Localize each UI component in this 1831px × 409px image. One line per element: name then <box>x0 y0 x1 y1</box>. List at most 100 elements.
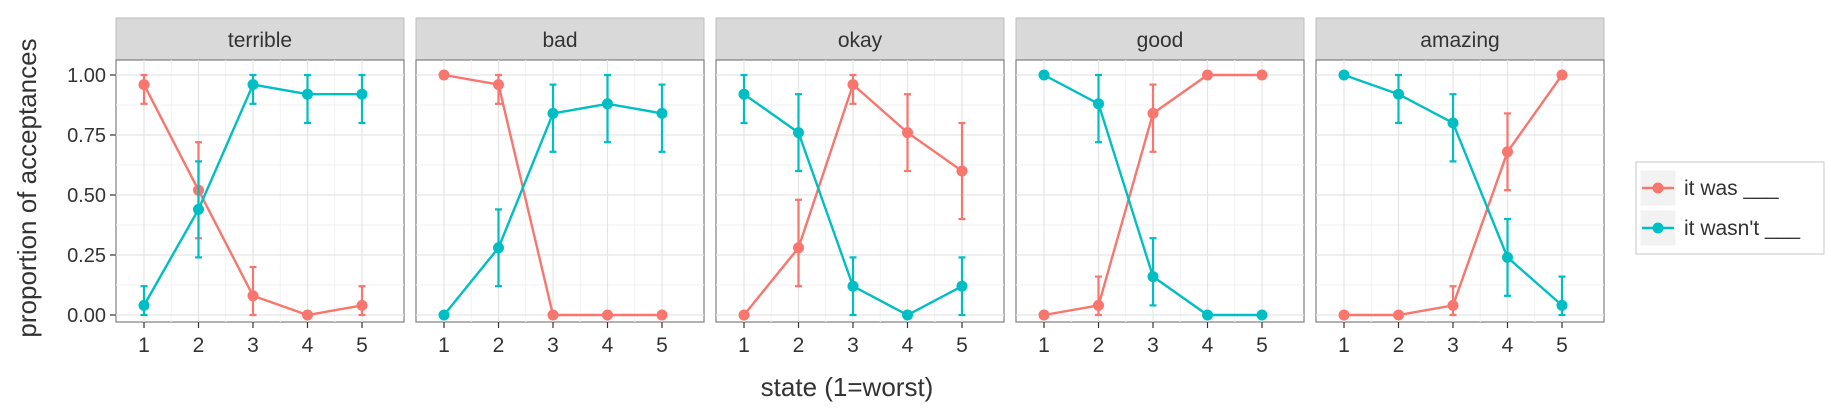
x-tick-label: 4 <box>302 334 314 357</box>
x-tick-label: 3 <box>847 334 859 357</box>
y-tick-label: 0.50 <box>67 185 106 207</box>
x-tick-label: 2 <box>1393 334 1405 357</box>
data-point <box>302 88 313 100</box>
data-point <box>1556 69 1568 81</box>
x-tick-label: 3 <box>1447 334 1459 357</box>
data-point <box>656 309 668 321</box>
data-point <box>1556 299 1568 311</box>
data-point <box>956 165 968 177</box>
data-point <box>793 127 804 139</box>
series-it-wasnt <box>1038 69 1268 321</box>
data-point <box>1038 69 1050 81</box>
data-point <box>1147 107 1159 119</box>
facet-strip-label: bad <box>542 29 577 52</box>
facet-strip <box>115 17 405 61</box>
data-point <box>356 88 368 100</box>
data-point <box>1093 98 1104 110</box>
series-it-was <box>1338 69 1568 321</box>
data-point <box>1093 299 1104 311</box>
x-tick-label: 5 <box>356 334 368 357</box>
data-point <box>356 299 368 311</box>
data-point <box>1447 117 1459 129</box>
panel-background <box>715 59 1005 323</box>
facet-panel-terrible: terrible 1 2 3 4 5 <box>115 17 405 357</box>
data-point <box>247 290 259 302</box>
facet-panel-amazing: amazing 1 2 3 4 5 <box>1315 17 1605 357</box>
x-tick-label: 4 <box>1202 334 1214 357</box>
facet-panel-okay: okay 1 2 3 4 5 <box>715 17 1005 357</box>
x-tick-label: 5 <box>656 334 668 357</box>
x-tick-label: 1 <box>1338 334 1350 357</box>
x-tick-label: 5 <box>956 334 968 357</box>
x-tick-label: 2 <box>493 334 505 357</box>
data-point <box>438 69 450 81</box>
y-tick-label: 1.00 <box>67 65 106 87</box>
data-point <box>547 107 559 119</box>
facet-strip-label: good <box>1137 29 1184 52</box>
x-tick-label: 3 <box>547 334 559 357</box>
legend-label: it wasn't ___ <box>1684 217 1800 240</box>
data-point <box>247 79 259 91</box>
panel-background <box>115 59 405 323</box>
data-point <box>656 107 668 119</box>
facet-panel-bad: bad 1 2 3 4 5 <box>415 17 705 357</box>
facet-strip-label: terrible <box>228 29 292 52</box>
data-point <box>602 98 613 110</box>
data-point <box>793 242 804 254</box>
data-point <box>902 127 913 139</box>
data-point <box>1393 88 1404 100</box>
x-tick-label: 5 <box>1256 334 1268 357</box>
data-point <box>138 299 150 311</box>
x-tick-label: 2 <box>1093 334 1105 357</box>
data-point <box>1147 271 1159 283</box>
data-point <box>193 203 204 215</box>
data-point <box>302 309 313 321</box>
x-tick-label: 3 <box>247 334 259 357</box>
facet-strip <box>715 17 1005 61</box>
data-point <box>1338 309 1350 321</box>
y-tick-label: 0.00 <box>67 305 106 327</box>
x-tick-label: 1 <box>438 334 450 357</box>
y-tick-label: 0.75 <box>67 125 106 147</box>
data-point <box>1038 309 1050 321</box>
y-tick-label: 0.25 <box>67 245 106 267</box>
panel-background <box>1315 59 1605 323</box>
data-point <box>1202 309 1213 321</box>
facet-panel-good: good 1 2 3 4 5 <box>1015 17 1305 357</box>
data-point <box>847 280 859 292</box>
facet-strip <box>1315 17 1605 61</box>
data-point <box>1202 69 1213 81</box>
data-point <box>1502 251 1513 263</box>
data-point <box>602 309 613 321</box>
data-point <box>956 280 968 292</box>
series-it-was <box>438 69 668 321</box>
facet-strip <box>415 17 705 61</box>
legend-item: it was ___ <box>1639 169 1779 207</box>
series-it-wasnt <box>138 73 368 317</box>
series-it-was <box>738 73 968 321</box>
x-tick-label: 2 <box>793 334 805 357</box>
series-it-wasnt <box>438 73 668 321</box>
legend-item: it wasn't ___ <box>1639 209 1800 247</box>
data-point <box>138 79 150 91</box>
x-tick-label: 3 <box>1147 334 1159 357</box>
x-tick-label: 4 <box>1502 334 1514 357</box>
x-axis-label: state (1=worst) <box>761 372 934 402</box>
data-point <box>1393 309 1404 321</box>
legend: it was ___it wasn't ___ <box>1635 161 1825 255</box>
x-tick-label: 1 <box>738 334 750 357</box>
x-tick-label: 4 <box>602 334 614 357</box>
facet-strip <box>1015 17 1305 61</box>
facet-panels: 0.00 0.25 0.50 0.75 1.00 terrible 1 2 3 4 5 bad 1 2 3 4… <box>67 17 1605 357</box>
data-point <box>738 88 750 100</box>
y-axis-label: proportion of acceptances <box>12 38 42 337</box>
panel-background <box>415 59 705 323</box>
series-it-wasnt <box>1338 69 1568 317</box>
data-point <box>1338 69 1350 81</box>
data-point <box>547 309 559 321</box>
data-point <box>902 309 913 321</box>
legend-key-point <box>1652 222 1664 234</box>
data-point <box>493 242 504 254</box>
facet-strip-label: okay <box>838 29 883 52</box>
